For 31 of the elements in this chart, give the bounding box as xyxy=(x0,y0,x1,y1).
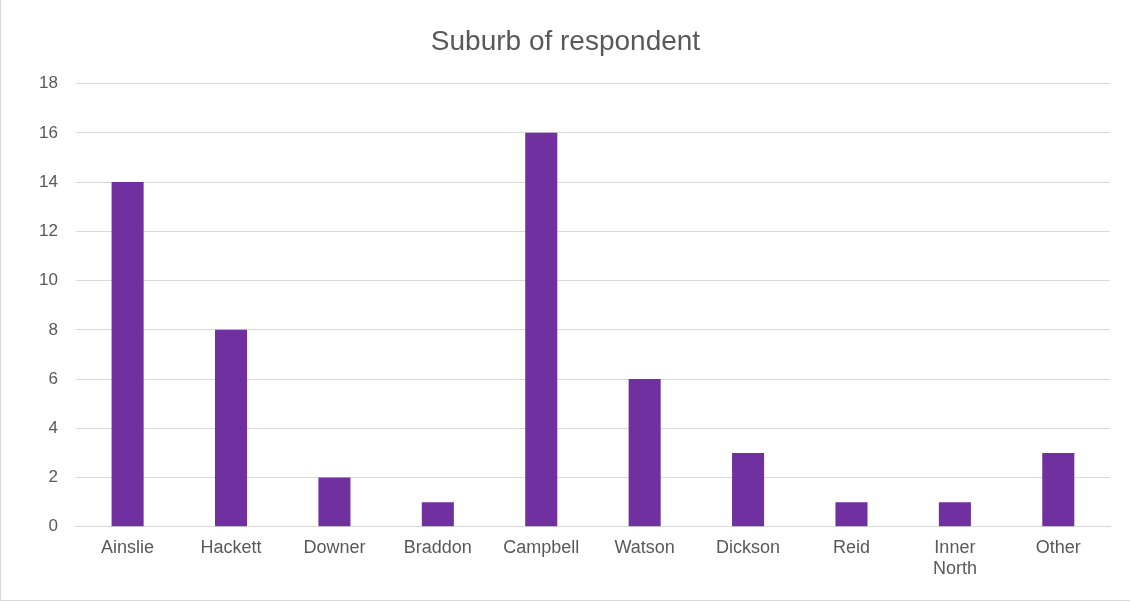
x-tick-label: Ainslie xyxy=(101,536,155,557)
y-tick-label: 2 xyxy=(48,467,58,487)
y-tick-label: 18 xyxy=(38,73,58,93)
y-tick-label: 14 xyxy=(38,171,58,191)
y-tick-label: 8 xyxy=(48,319,58,339)
x-tick-label: Campbell xyxy=(503,536,580,557)
y-tick-label: 6 xyxy=(48,368,58,388)
x-tick-label: Reid xyxy=(832,536,870,557)
bar xyxy=(421,502,454,527)
x-tick-label: Dickson xyxy=(716,536,781,557)
bar xyxy=(938,502,971,527)
chart-title: Suburb of respondent xyxy=(430,24,701,56)
bar xyxy=(214,329,248,527)
x-tick-label: Other xyxy=(1035,536,1081,557)
x-tick-label: Braddon xyxy=(403,536,472,557)
bar xyxy=(835,502,868,527)
bar xyxy=(628,379,661,527)
y-tick-label: 16 xyxy=(38,122,58,142)
bar xyxy=(318,477,351,527)
x-tick-label: Downer xyxy=(303,536,366,557)
bar xyxy=(525,132,558,527)
y-tick-label: 0 xyxy=(48,516,58,536)
bar xyxy=(1042,452,1075,527)
x-tick-label: Watson xyxy=(614,536,675,557)
bar xyxy=(111,182,144,527)
x-tick-label: Hackett xyxy=(200,536,262,557)
y-tick-label: 12 xyxy=(38,221,58,241)
x-tick-label: Inner North xyxy=(932,536,977,579)
y-tick-label: 10 xyxy=(38,270,58,290)
bar xyxy=(732,452,765,527)
y-tick-label: 4 xyxy=(48,418,58,437)
